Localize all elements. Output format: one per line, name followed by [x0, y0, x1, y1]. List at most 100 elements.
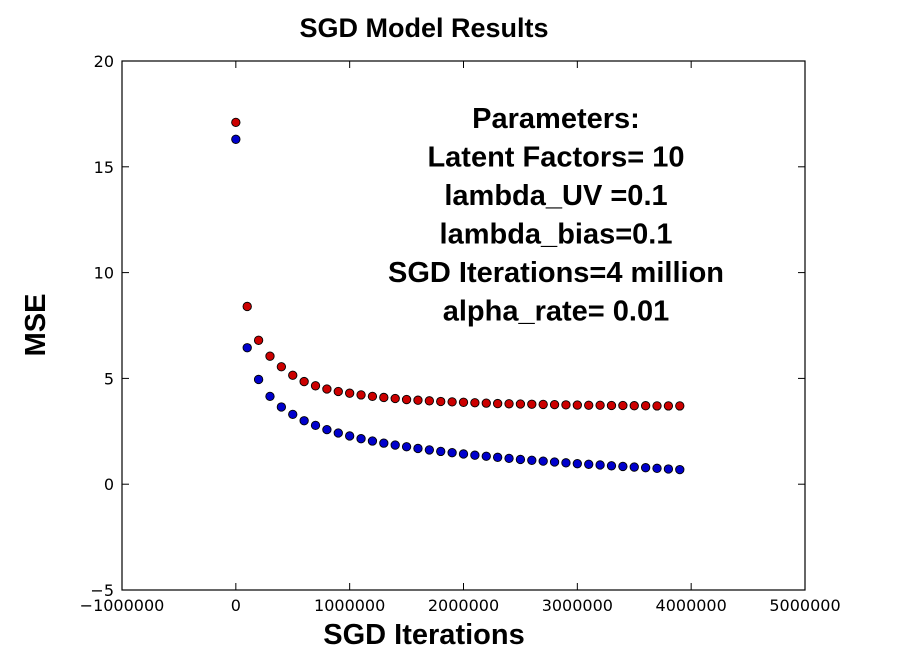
data-point — [276, 402, 287, 412]
data-point — [299, 416, 309, 426]
y-axis-label: MSE — [20, 294, 52, 357]
data-point — [515, 454, 526, 465]
data-point — [549, 457, 560, 467]
series-2 — [231, 134, 685, 475]
data-point — [288, 370, 298, 380]
data-point — [322, 424, 332, 435]
data-point — [606, 461, 617, 471]
data-point — [675, 464, 685, 475]
data-point — [652, 401, 662, 411]
data-point — [356, 390, 366, 400]
data-point — [640, 401, 651, 411]
data-point — [538, 399, 548, 410]
data-point — [333, 428, 343, 438]
data-point — [584, 400, 594, 410]
plot-area — [121, 60, 806, 591]
data-point — [265, 351, 275, 361]
data-point — [470, 450, 480, 460]
data-point — [424, 396, 434, 406]
data-point — [288, 409, 298, 420]
x-tick-label: 5000000 — [769, 596, 840, 615]
parameters-annotation: Parameters: Latent Factors= 10 lambda_UV =… — [388, 103, 724, 328]
x-tick-label: 4000000 — [656, 596, 727, 615]
data-point — [299, 376, 309, 387]
annotation-line: Latent Factors= 10 — [427, 142, 684, 174]
data-point — [527, 455, 537, 465]
data-point — [629, 462, 639, 472]
data-point — [458, 449, 469, 459]
annotation-line: SGD Iterations=4 million — [388, 257, 724, 289]
data-point — [481, 451, 491, 461]
data-point — [504, 399, 514, 409]
data-point — [527, 399, 537, 409]
data-point — [515, 399, 526, 409]
data-point — [333, 386, 343, 397]
data-point — [345, 388, 355, 398]
x-axis-label: SGD Iterations — [323, 619, 524, 651]
data-point — [413, 443, 423, 454]
data-point — [310, 381, 321, 391]
data-point — [390, 393, 400, 404]
data-point — [231, 117, 241, 128]
x-tick-label: −1000000 — [80, 596, 165, 615]
data-points — [231, 117, 685, 475]
y-tick-label: 5 — [104, 369, 114, 388]
data-point — [231, 134, 241, 144]
data-point — [356, 434, 366, 444]
data-point — [549, 399, 560, 410]
data-point — [242, 343, 252, 353]
x-tick-label: 2000000 — [428, 596, 499, 615]
annotation-line: lambda_UV =0.1 — [444, 180, 667, 212]
data-point — [675, 401, 685, 411]
y-tick-label: 15 — [94, 158, 114, 177]
data-point — [492, 452, 503, 462]
data-point — [447, 448, 457, 458]
data-point — [390, 440, 400, 450]
data-point — [595, 400, 605, 410]
annotation-line: Parameters: — [472, 103, 640, 135]
data-point — [458, 397, 469, 407]
data-point — [413, 395, 423, 405]
data-point — [595, 460, 605, 470]
data-point — [584, 459, 594, 469]
data-point — [367, 391, 378, 402]
data-point — [629, 401, 639, 411]
annotation-line: lambda_bias=0.1 — [440, 219, 673, 251]
data-point — [640, 463, 651, 473]
data-point — [504, 453, 514, 464]
chart-title: SGD Model Results — [299, 13, 548, 43]
data-point — [436, 446, 446, 457]
data-point — [606, 400, 617, 411]
axis-ticks: −1000000 0 1000000 2000000 3000000 4000000 500… — [80, 52, 841, 615]
data-point — [345, 431, 355, 441]
data-point — [572, 459, 582, 469]
annotation-line: alpha_rate= 0.01 — [443, 296, 670, 328]
data-point — [652, 463, 662, 473]
y-tick-label: 20 — [94, 52, 114, 71]
data-point — [561, 400, 571, 410]
data-point — [310, 420, 321, 431]
data-point — [481, 398, 491, 408]
x-tick-label: 3000000 — [542, 596, 613, 615]
y-tick-label: 0 — [104, 475, 114, 494]
x-tick-label: 0 — [231, 596, 241, 615]
data-point — [367, 436, 378, 446]
data-point — [492, 398, 503, 409]
x-tick-label: 1000000 — [314, 596, 385, 615]
data-point — [401, 442, 412, 452]
data-point — [276, 362, 287, 372]
data-point — [618, 400, 628, 411]
y-tick-label: 10 — [94, 264, 114, 283]
data-point — [663, 401, 674, 411]
data-point — [401, 394, 412, 405]
data-point — [253, 374, 264, 385]
data-point — [470, 398, 480, 408]
data-point — [436, 396, 446, 407]
data-point — [242, 301, 252, 312]
data-point — [379, 392, 389, 403]
data-point — [447, 397, 457, 407]
data-point — [253, 335, 264, 345]
data-point — [322, 384, 332, 394]
data-point — [538, 456, 548, 466]
